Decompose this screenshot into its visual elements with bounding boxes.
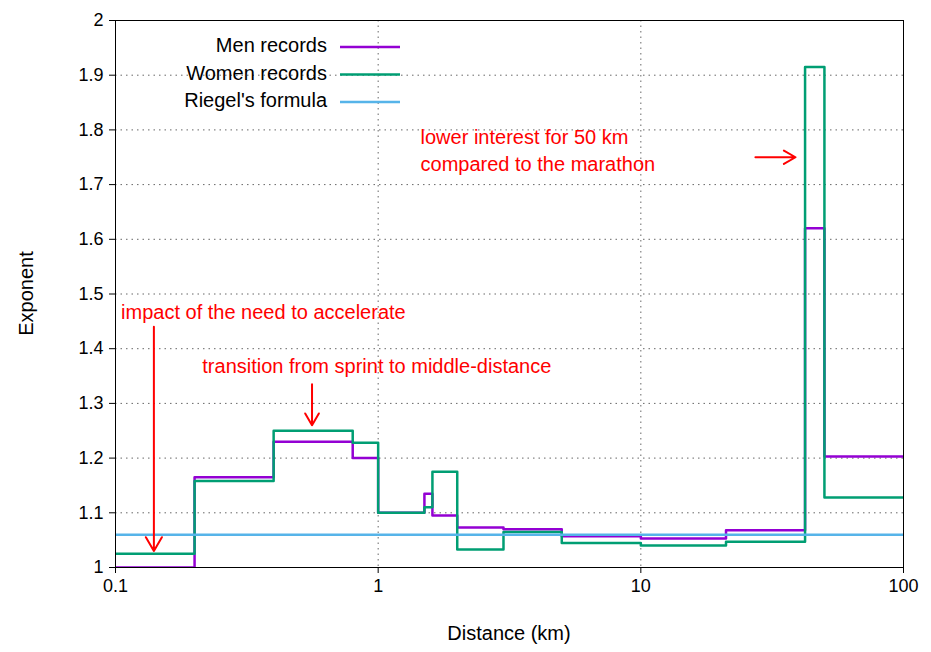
svg-text:transition from sprint to midd: transition from sprint to middle-distanc… — [202, 355, 551, 377]
svg-text:1.2: 1.2 — [78, 448, 103, 468]
svg-text:1.5: 1.5 — [78, 284, 103, 304]
svg-text:1.8: 1.8 — [78, 120, 103, 140]
svg-text:1.4: 1.4 — [78, 338, 103, 358]
svg-text:Riegel's formula: Riegel's formula — [184, 89, 328, 111]
svg-text:1.7: 1.7 — [78, 174, 103, 194]
svg-text:1: 1 — [373, 576, 383, 596]
svg-text:Distance (km): Distance (km) — [447, 622, 570, 644]
svg-text:10: 10 — [631, 576, 651, 596]
svg-text:Exponent: Exponent — [15, 251, 37, 336]
svg-text:1.1: 1.1 — [78, 503, 103, 523]
svg-text:Women records: Women records — [186, 62, 327, 84]
svg-text:lower interest for 50 kmcompar: lower interest for 50 kmcompared to the … — [421, 126, 656, 175]
svg-text:impact of the need to accelera: impact of the need to accelerate — [121, 301, 406, 323]
svg-text:0.1: 0.1 — [103, 576, 128, 596]
svg-text:1.9: 1.9 — [78, 65, 103, 85]
svg-text:2: 2 — [93, 10, 103, 30]
svg-text:1.6: 1.6 — [78, 229, 103, 249]
svg-text:1: 1 — [93, 557, 103, 577]
svg-text:Men records: Men records — [216, 34, 327, 56]
svg-text:1.3: 1.3 — [78, 393, 103, 413]
svg-text:100: 100 — [888, 576, 918, 596]
